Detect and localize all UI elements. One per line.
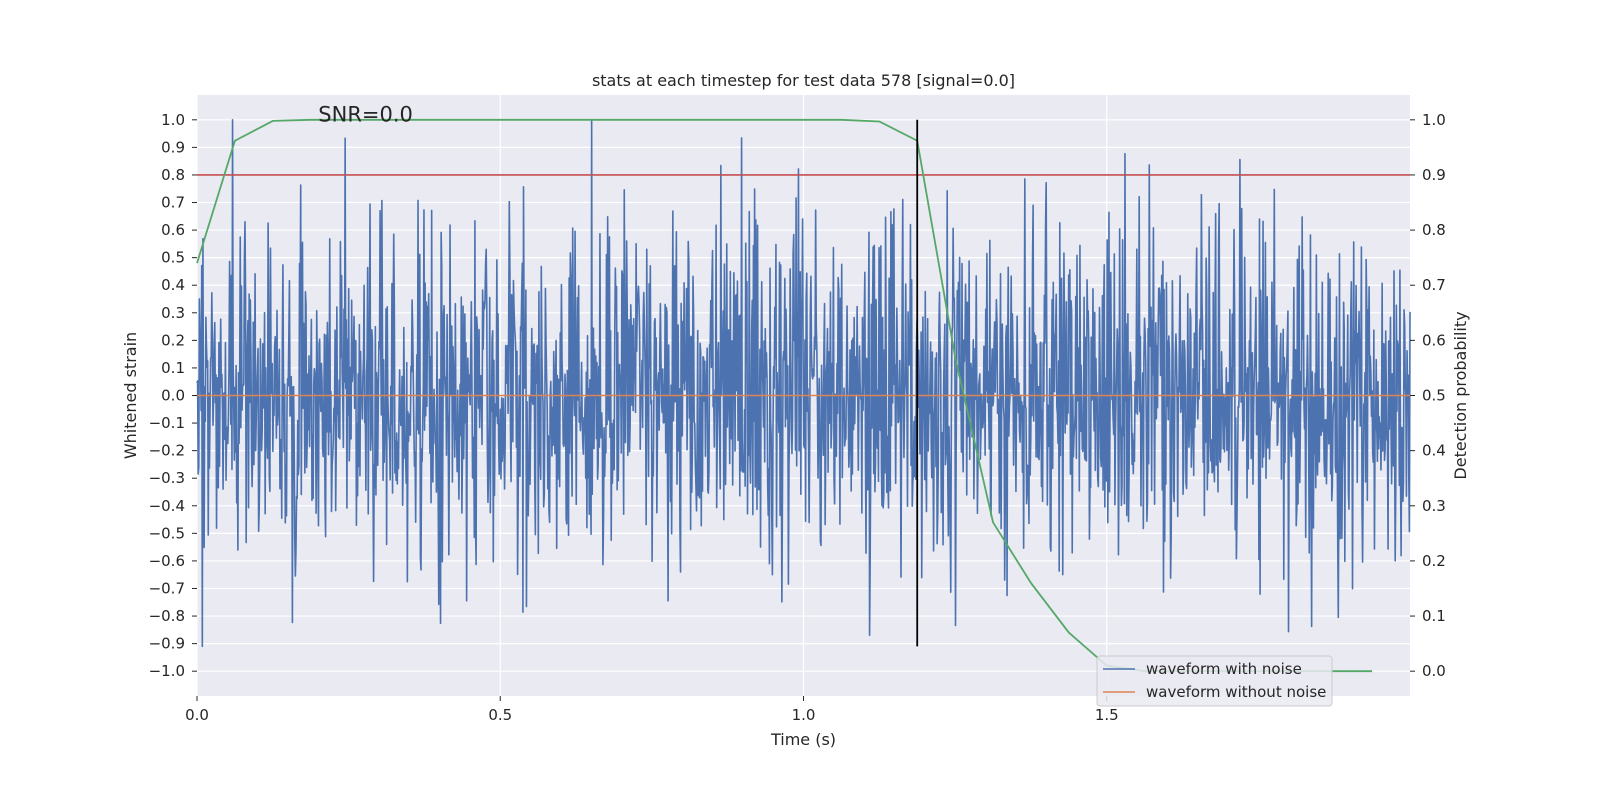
legend-label-clean: waveform without noise — [1146, 683, 1326, 701]
y-left-tick-label: 0.7 — [161, 194, 185, 212]
overlay-series-group — [196, 118, 1410, 673]
y-left-tick-label: 0.3 — [161, 304, 185, 322]
y-left-tick-label: −1.0 — [149, 662, 185, 680]
x-tick-label: 1.0 — [792, 706, 816, 724]
x-axis-label: Time (s) — [770, 730, 836, 749]
legend-box — [1096, 655, 1333, 707]
legend-label-noise: waveform with noise — [1146, 660, 1302, 678]
y-right-tick-label: 0.1 — [1422, 607, 1446, 625]
y-right-tick-label: 0.3 — [1422, 497, 1446, 515]
y-left-tick-label: −0.7 — [149, 579, 185, 597]
y-left-tick-label: −0.3 — [149, 469, 185, 487]
y-left-tick-label: −0.8 — [149, 607, 185, 625]
y-left-tick-label: −0.5 — [149, 524, 185, 542]
y-left-tick-label: 0.9 — [161, 138, 185, 156]
legend: waveform with noise waveform without noi… — [1096, 655, 1333, 707]
y-axis-left-label: Whitened strain — [121, 332, 140, 459]
y-right-tick-label: 0.6 — [1422, 331, 1446, 349]
snr-annotation: SNR=0.0 — [318, 102, 413, 126]
y-left-tick-label: 0.4 — [161, 276, 185, 294]
chart-title: stats at each timestep for test data 578… — [592, 71, 1015, 90]
x-tick-label: 0.5 — [488, 706, 512, 724]
y-axis-right-label: Detection probability — [1451, 311, 1470, 479]
axes: −1.0 −0.9 −0.8 −0.7 −0.6 −0.5 −0.4 −0.3 −0.2 −0.1… — [149, 111, 1446, 724]
y-right-tick-label: 0.9 — [1422, 166, 1446, 184]
y-left-tick-label: −0.6 — [149, 552, 185, 570]
y-right-tick-label: 0.7 — [1422, 276, 1446, 294]
noise-series-group — [196, 119, 1411, 648]
x-tick-label: 0.0 — [185, 706, 209, 724]
y-left-tick-label: 1.0 — [161, 111, 185, 129]
y-left-tick-label: 0.6 — [161, 221, 185, 239]
y-right-tick-label: 0.0 — [1422, 662, 1446, 680]
y-left-tick-label: −0.9 — [149, 635, 185, 653]
y-left-tick-label: 0.8 — [161, 166, 185, 184]
y-right-tick-label: 0.8 — [1422, 221, 1446, 239]
x-tick-label: 1.5 — [1095, 706, 1119, 724]
y-right-tick-label: 1.0 — [1422, 111, 1446, 129]
y-left-tick-label: −0.2 — [149, 442, 185, 460]
y-left-tick-label: 0.1 — [161, 359, 185, 377]
y-left-tick-label: 0.2 — [161, 331, 185, 349]
y-right-tick-label: 0.4 — [1422, 442, 1446, 460]
y-right-tick-label: 0.2 — [1422, 552, 1446, 570]
noise-series-line — [196, 119, 1411, 648]
y-right-tick-label: 0.5 — [1422, 387, 1446, 405]
y-left-tick-label: 0.0 — [161, 387, 185, 405]
y-left-tick-label: −0.1 — [149, 414, 185, 432]
y-left-tick-label: −0.4 — [149, 497, 185, 515]
y-left-tick-label: 0.5 — [161, 249, 185, 267]
